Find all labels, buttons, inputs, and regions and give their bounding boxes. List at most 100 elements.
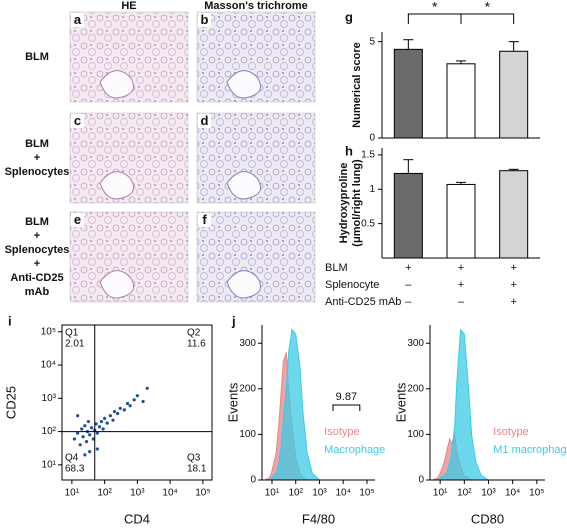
x-axis-label: CD4 xyxy=(124,511,150,526)
legend-label: Isotype xyxy=(493,426,528,438)
y-tick-label: 10³ xyxy=(42,393,57,404)
quadrant-value: 18.1 xyxy=(187,464,207,475)
x-axis-label: CD80 xyxy=(471,511,504,526)
y-tick-label: 100 xyxy=(407,429,424,440)
panel-letter: h xyxy=(345,143,353,158)
y-axis-label: Hydroxyproline xyxy=(338,163,350,244)
point xyxy=(95,431,99,435)
legend-label: Macrophage xyxy=(324,444,385,456)
row-label: + xyxy=(34,230,40,242)
x-tick-label: 10³ xyxy=(481,488,496,499)
quadrant-value: 2.01 xyxy=(65,339,85,350)
y-tick-label: 5 xyxy=(369,36,375,47)
point xyxy=(81,435,85,439)
point xyxy=(111,418,115,422)
point xyxy=(76,431,80,435)
micrograph xyxy=(196,11,316,103)
significance-bracket xyxy=(460,13,515,24)
y-tick-label: 1.5 xyxy=(361,150,375,161)
row-label: Anti-CD25 xyxy=(10,272,63,284)
row-label: mAb xyxy=(25,286,50,298)
gate xyxy=(332,404,361,411)
point xyxy=(91,437,95,441)
bar xyxy=(446,183,476,259)
condition-mark: + xyxy=(510,262,516,274)
x-tick-label: 10¹ xyxy=(265,488,280,499)
point xyxy=(72,437,77,441)
bar xyxy=(499,170,529,259)
point xyxy=(128,404,132,408)
histogram-area xyxy=(432,328,491,481)
x-tick-label: 10¹ xyxy=(65,488,80,499)
legend-label: M1 macrophage xyxy=(493,444,567,456)
column-header: Masson's trichrome xyxy=(204,0,307,12)
x-tick-label: 10³ xyxy=(312,488,327,499)
point xyxy=(88,433,92,437)
column-header: HE xyxy=(121,0,136,12)
panel-letter-box xyxy=(198,213,211,227)
airway xyxy=(99,270,135,299)
row-label: BLM xyxy=(25,51,49,63)
x-tick-label: 10¹ xyxy=(433,488,448,499)
airway xyxy=(226,70,262,99)
point xyxy=(112,409,117,414)
y-axis-label: Events xyxy=(393,382,408,422)
row-label: BLM xyxy=(25,216,49,228)
quadrant-name: Q1 xyxy=(65,328,79,339)
x-tick-label: 10² xyxy=(288,488,303,499)
condition-label: BLM xyxy=(325,262,348,274)
x-tick-label: 10² xyxy=(97,488,112,499)
airway xyxy=(226,270,262,299)
y-axis-label: (μmol/right lung) xyxy=(351,159,363,247)
quadrant-value: 11.6 xyxy=(187,339,206,350)
x-tick-label: 10⁵ xyxy=(529,488,544,499)
panel-letter: e xyxy=(74,212,81,227)
y-tick-label: 10⁴ xyxy=(41,360,56,371)
point xyxy=(86,419,91,424)
airway xyxy=(99,70,135,99)
x-tick-label: 10⁵ xyxy=(359,488,374,499)
airway xyxy=(226,171,262,200)
condition-mark: + xyxy=(405,262,411,274)
quadrant-name: Q3 xyxy=(187,453,201,464)
row-label: Splenocytes xyxy=(5,166,70,178)
point xyxy=(84,439,89,444)
x-tick-label: 10⁴ xyxy=(336,488,351,499)
bar xyxy=(393,172,423,259)
quadrant-value: 68.3 xyxy=(65,464,85,475)
point xyxy=(94,422,98,426)
panel-letter-box xyxy=(198,13,211,27)
panel-letter-box xyxy=(71,213,84,227)
significance-bracket xyxy=(407,13,462,24)
condition-mark: + xyxy=(458,262,464,274)
x-axis-label: F4/80 xyxy=(302,511,335,526)
condition-label: Splenocyte xyxy=(325,279,379,291)
y-tick-label: 10⁵ xyxy=(41,326,56,337)
y-axis-label: Numerical score xyxy=(351,42,363,128)
panel-letter: i xyxy=(8,313,12,328)
point xyxy=(89,426,94,430)
bar xyxy=(393,48,423,139)
row-label: + xyxy=(34,258,40,270)
y-tick-label: 300 xyxy=(239,338,256,349)
point xyxy=(103,416,107,420)
panel-letter: b xyxy=(201,12,209,27)
point xyxy=(83,453,87,457)
panel-letter-box xyxy=(71,114,84,128)
y-tick-label: 10² xyxy=(42,426,57,437)
panel-letter: g xyxy=(345,9,353,24)
condition-label: Anti-CD25 mAb xyxy=(325,296,401,308)
condition-mark: – xyxy=(405,296,412,308)
point xyxy=(88,449,92,454)
panel-letter: d xyxy=(201,113,209,128)
quadrant-name: Q2 xyxy=(187,328,201,339)
x-tick-label: 10³ xyxy=(130,488,145,499)
significance-label: * xyxy=(485,0,491,15)
y-tick-label: 100 xyxy=(239,429,256,440)
condition-mark: – xyxy=(458,296,465,308)
panel-letter: f xyxy=(202,212,207,227)
significance-label: * xyxy=(432,0,438,15)
x-tick-label: 10⁴ xyxy=(505,488,520,499)
airway xyxy=(99,171,135,200)
point xyxy=(135,394,139,398)
